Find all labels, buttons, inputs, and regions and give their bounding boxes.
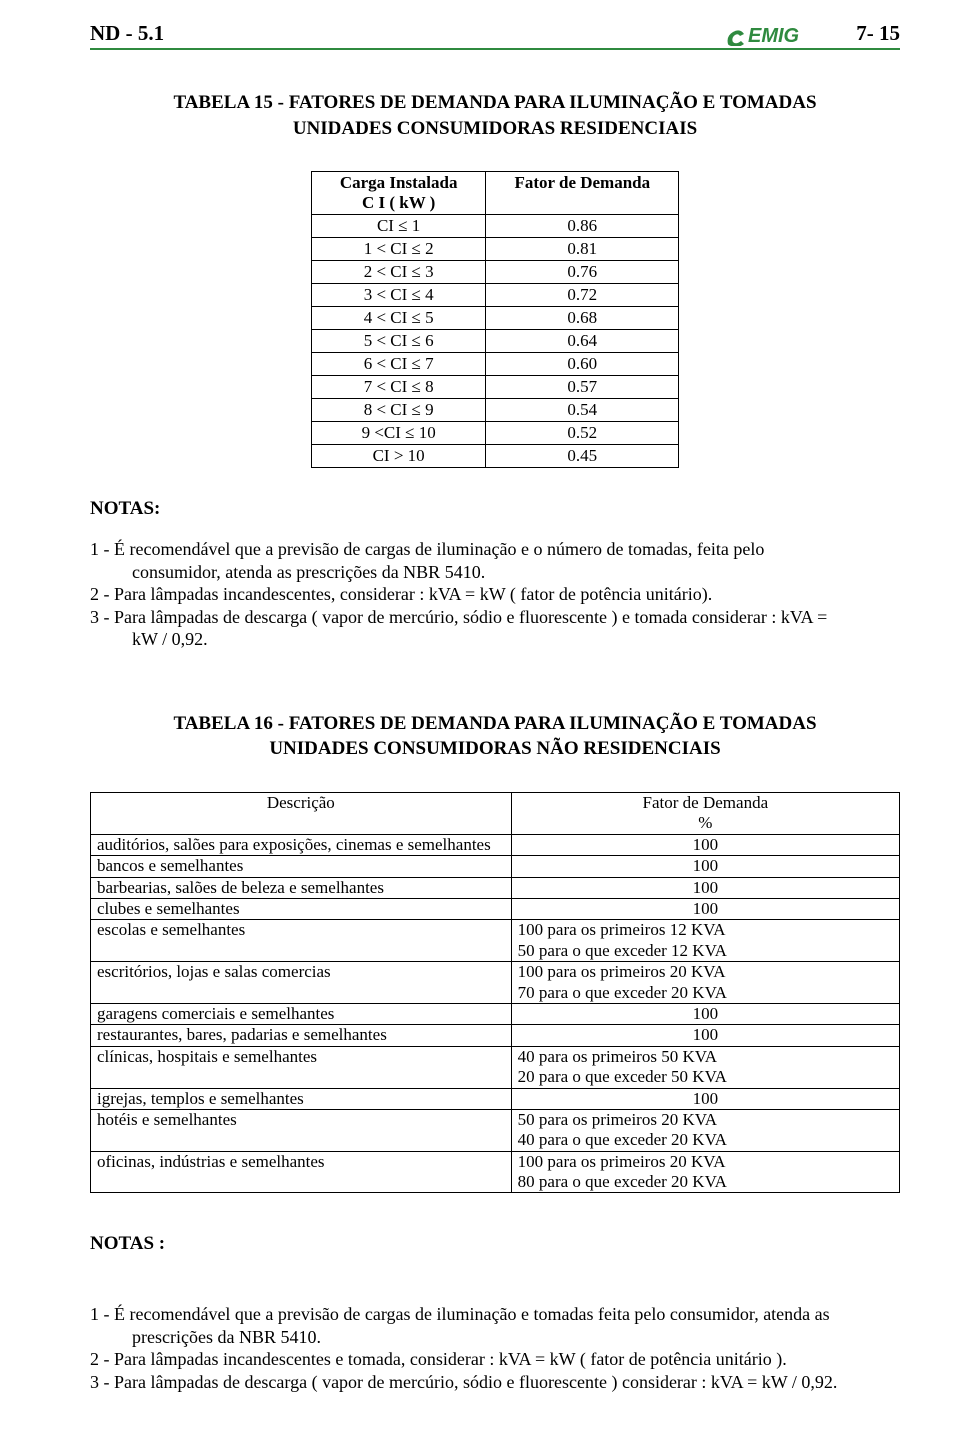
- cell-fator: 50 para os primeiros 20 KVA40 para o que…: [511, 1109, 899, 1151]
- table-row: 8 < CI ≤ 90.54: [311, 399, 678, 422]
- cell-range: 6 < CI ≤ 7: [311, 353, 486, 376]
- table-row: hotéis e semelhantes50 para os primeiros…: [91, 1109, 900, 1151]
- cemig-logo: EMIG: [726, 20, 846, 46]
- cell-fator: 40 para os primeiros 50 KVA20 para o que…: [511, 1046, 899, 1088]
- table-row: escolas e semelhantes100 para os primeir…: [91, 920, 900, 962]
- notas2-body: 1 - É recomendável que a previsão de car…: [90, 1303, 900, 1393]
- cell-fator: 100: [511, 899, 899, 920]
- cell-desc: oficinas, indústrias e semelhantes: [91, 1151, 512, 1193]
- cell-range: 1 < CI ≤ 2: [311, 238, 486, 261]
- cell-fator: 100: [511, 1088, 899, 1109]
- table-row: bancos e semelhantes100: [91, 856, 900, 877]
- cell-range: CI > 10: [311, 445, 486, 468]
- cell-fator: 100: [511, 1025, 899, 1046]
- tabela15-title: TABELA 15 - FATORES DE DEMANDA PARA ILUM…: [90, 90, 900, 141]
- table-row: 6 < CI ≤ 70.60: [311, 353, 678, 376]
- cell-fator: 100 para os primeiros 20 KVA80 para o qu…: [511, 1151, 899, 1193]
- cell-range: 8 < CI ≤ 9: [311, 399, 486, 422]
- table-row: 4 < CI ≤ 50.68: [311, 307, 678, 330]
- cell-fator: 100 para os primeiros 12 KVA50 para o qu…: [511, 920, 899, 962]
- doc-code: ND - 5.1: [90, 21, 164, 46]
- table-row: auditórios, salões para exposições, cine…: [91, 834, 900, 855]
- table-row: 9 <CI ≤ 100.52: [311, 422, 678, 445]
- cell-fator: 100 para os primeiros 20 KVA70 para o qu…: [511, 962, 899, 1004]
- page-number: 7- 15: [856, 21, 900, 46]
- cell-fator: 0.60: [486, 353, 679, 376]
- cell-fator: 0.57: [486, 376, 679, 399]
- cell-desc: hotéis e semelhantes: [91, 1109, 512, 1151]
- cell-desc: igrejas, templos e semelhantes: [91, 1088, 512, 1109]
- table-row: 5 < CI ≤ 60.64: [311, 330, 678, 353]
- tabela15-header-right: Fator de Demanda: [486, 172, 679, 215]
- cell-desc: restaurantes, bares, padarias e semelhan…: [91, 1025, 512, 1046]
- cell-fator: 0.76: [486, 261, 679, 284]
- cell-fator: 0.52: [486, 422, 679, 445]
- table-row: 7 < CI ≤ 80.57: [311, 376, 678, 399]
- table-row: 2 < CI ≤ 30.76: [311, 261, 678, 284]
- table-row: clubes e semelhantes100: [91, 899, 900, 920]
- table-row: 1 < CI ≤ 20.81: [311, 238, 678, 261]
- tabela16: Descrição Fator de Demanda % auditórios,…: [90, 792, 900, 1193]
- tabela16-title: TABELA 16 - FATORES DE DEMANDA PARA ILUM…: [90, 711, 900, 762]
- cell-fator: 0.72: [486, 284, 679, 307]
- tabela15: Carga Instalada C I ( kW ) Fator de Dema…: [311, 171, 679, 468]
- cell-range: 5 < CI ≤ 6: [311, 330, 486, 353]
- cell-range: 9 <CI ≤ 10: [311, 422, 486, 445]
- cell-desc: garagens comerciais e semelhantes: [91, 1003, 512, 1024]
- table-row: oficinas, indústrias e semelhantes100 pa…: [91, 1151, 900, 1193]
- table-row: CI ≤ 10.86: [311, 215, 678, 238]
- table-row: escritórios, lojas e salas comercias100 …: [91, 962, 900, 1004]
- table-row: 3 < CI ≤ 40.72: [311, 284, 678, 307]
- cell-fator: 0.54: [486, 399, 679, 422]
- tabela15-header-left: Carga Instalada C I ( kW ): [311, 172, 486, 215]
- cell-fator: 100: [511, 1003, 899, 1024]
- header-divider: [90, 48, 900, 50]
- table-row: igrejas, templos e semelhantes100: [91, 1088, 900, 1109]
- cell-fator: 0.45: [486, 445, 679, 468]
- cell-fator: 100: [511, 856, 899, 877]
- cell-desc: clubes e semelhantes: [91, 899, 512, 920]
- cell-fator: 0.64: [486, 330, 679, 353]
- cell-range: CI ≤ 1: [311, 215, 486, 238]
- tabela16-header-left: Descrição: [91, 793, 512, 835]
- cell-desc: clínicas, hospitais e semelhantes: [91, 1046, 512, 1088]
- table-row: barbearias, salões de beleza e semelhant…: [91, 877, 900, 898]
- svg-text:EMIG: EMIG: [748, 25, 799, 46]
- table-row: garagens comerciais e semelhantes100: [91, 1003, 900, 1024]
- table-row: restaurantes, bares, padarias e semelhan…: [91, 1025, 900, 1046]
- cell-fator: 0.81: [486, 238, 679, 261]
- notas2-label: NOTAS :: [90, 1233, 900, 1255]
- cell-fator: 100: [511, 877, 899, 898]
- table-row: clínicas, hospitais e semelhantes40 para…: [91, 1046, 900, 1088]
- page-header: ND - 5.1 EMIG 7- 15: [90, 20, 900, 46]
- notas1-body: 1 - É recomendável que a previsão de car…: [90, 538, 900, 651]
- cell-range: 4 < CI ≤ 5: [311, 307, 486, 330]
- table-row: CI > 100.45: [311, 445, 678, 468]
- cell-range: 2 < CI ≤ 3: [311, 261, 486, 284]
- cell-desc: escritórios, lojas e salas comercias: [91, 962, 512, 1004]
- tabela16-header-right: Fator de Demanda %: [511, 793, 899, 835]
- cell-desc: barbearias, salões de beleza e semelhant…: [91, 877, 512, 898]
- cell-fator: 0.86: [486, 215, 679, 238]
- cell-fator: 0.68: [486, 307, 679, 330]
- notas1-label: NOTAS:: [90, 498, 900, 520]
- cell-range: 3 < CI ≤ 4: [311, 284, 486, 307]
- cell-desc: escolas e semelhantes: [91, 920, 512, 962]
- cell-desc: auditórios, salões para exposições, cine…: [91, 834, 512, 855]
- cell-desc: bancos e semelhantes: [91, 856, 512, 877]
- cell-fator: 100: [511, 834, 899, 855]
- cell-range: 7 < CI ≤ 8: [311, 376, 486, 399]
